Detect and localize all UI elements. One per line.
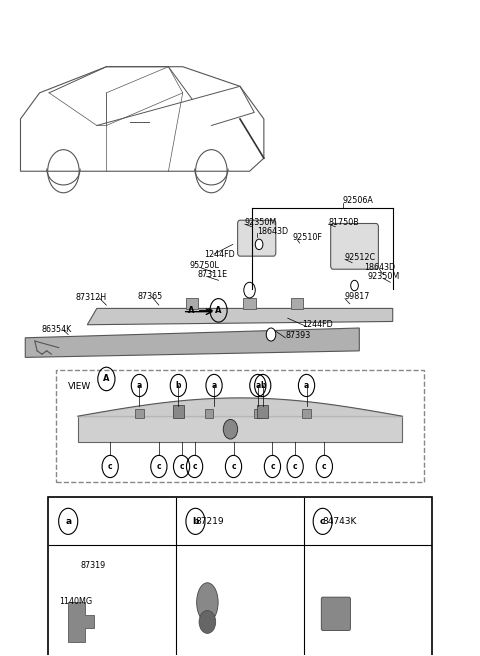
Text: 1244FD: 1244FD [302,320,333,329]
Circle shape [244,282,255,298]
Text: c: c [108,462,112,471]
FancyBboxPatch shape [56,371,424,482]
Circle shape [351,280,359,291]
Text: 92506A: 92506A [343,196,373,205]
Text: 87365: 87365 [137,292,163,301]
FancyBboxPatch shape [238,220,276,256]
FancyBboxPatch shape [302,409,311,418]
Circle shape [266,328,276,341]
Polygon shape [68,602,95,642]
Polygon shape [25,328,360,358]
Text: b: b [260,381,265,390]
Text: c: c [231,462,236,471]
Text: a: a [65,517,71,526]
Text: 1140MG: 1140MG [60,597,93,606]
FancyBboxPatch shape [186,298,199,309]
FancyBboxPatch shape [48,497,432,656]
Text: b: b [176,381,181,390]
Text: 92510F: 92510F [292,234,323,242]
Text: 87393: 87393 [285,331,311,340]
Ellipse shape [199,611,216,634]
Text: c: c [322,462,327,471]
Text: 87311E: 87311E [197,270,227,279]
FancyBboxPatch shape [135,409,144,418]
Text: c: c [270,462,275,471]
FancyBboxPatch shape [205,409,214,418]
Polygon shape [78,416,402,442]
Text: VIEW: VIEW [68,382,92,390]
Text: c: c [320,517,325,526]
FancyBboxPatch shape [253,409,262,418]
Text: 87219: 87219 [195,517,224,526]
FancyBboxPatch shape [257,405,268,418]
FancyBboxPatch shape [291,298,303,309]
Text: a: a [304,381,309,390]
Ellipse shape [197,583,218,622]
Text: 18643D: 18643D [257,227,288,236]
Text: c: c [293,462,298,471]
FancyBboxPatch shape [243,298,256,309]
Text: a: a [255,381,261,390]
Text: 99817: 99817 [345,292,371,301]
Text: 92350M: 92350M [245,218,277,227]
FancyBboxPatch shape [331,224,378,269]
Text: 92512C: 92512C [345,253,376,262]
Text: A: A [103,375,109,384]
FancyBboxPatch shape [321,597,350,630]
Polygon shape [87,308,393,325]
Text: A: A [215,306,222,315]
Text: a: a [137,381,142,390]
Text: 84743K: 84743K [323,517,357,526]
Circle shape [255,239,263,250]
Text: c: c [156,462,161,471]
Text: 86354K: 86354K [42,325,72,335]
Text: 92350M: 92350M [368,272,400,281]
Text: a: a [211,381,216,390]
Text: c: c [192,462,197,471]
Text: b: b [192,517,199,526]
Text: 87319: 87319 [81,561,106,570]
Text: 95750L: 95750L [190,261,220,270]
Text: 1244FD: 1244FD [204,250,235,258]
Text: 87312H: 87312H [75,293,107,302]
Text: 81750B: 81750B [328,218,359,227]
Text: A: A [188,306,212,315]
FancyBboxPatch shape [173,405,183,418]
Text: 18643D: 18643D [364,263,395,272]
Circle shape [223,419,238,439]
Text: c: c [179,462,184,471]
